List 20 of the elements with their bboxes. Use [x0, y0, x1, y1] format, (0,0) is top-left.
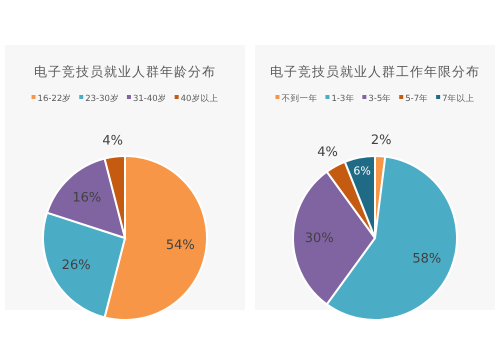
chart-title: 电子竞技员就业人群年龄分布 — [34, 65, 216, 80]
legend-label: 40岁以上 — [180, 93, 218, 104]
legend-label: 7年以上 — [442, 93, 475, 104]
data-label: 4% — [317, 144, 338, 160]
chart-title: 电子竞技员就业人群工作年限分布 — [270, 65, 480, 80]
data-label: 4% — [102, 133, 123, 148]
data-label: 16% — [72, 190, 102, 206]
data-label: 54% — [166, 238, 195, 253]
data-label: 2% — [370, 132, 392, 148]
legend-label: 31-40岁 — [132, 93, 167, 104]
data-label: 58% — [412, 252, 442, 267]
legend-label: 1-3年 — [331, 93, 354, 104]
legend-label: 不到一年 — [281, 93, 318, 104]
legend-label: 23-30岁 — [85, 93, 119, 104]
legend-label: 5-7年 — [405, 93, 428, 104]
legend-label: 16-22岁 — [38, 93, 72, 104]
data-label: 30% — [304, 231, 334, 246]
data-label: 6% — [353, 164, 371, 178]
legend-label: 3-5年 — [368, 93, 392, 104]
data-label: 26% — [62, 258, 91, 273]
